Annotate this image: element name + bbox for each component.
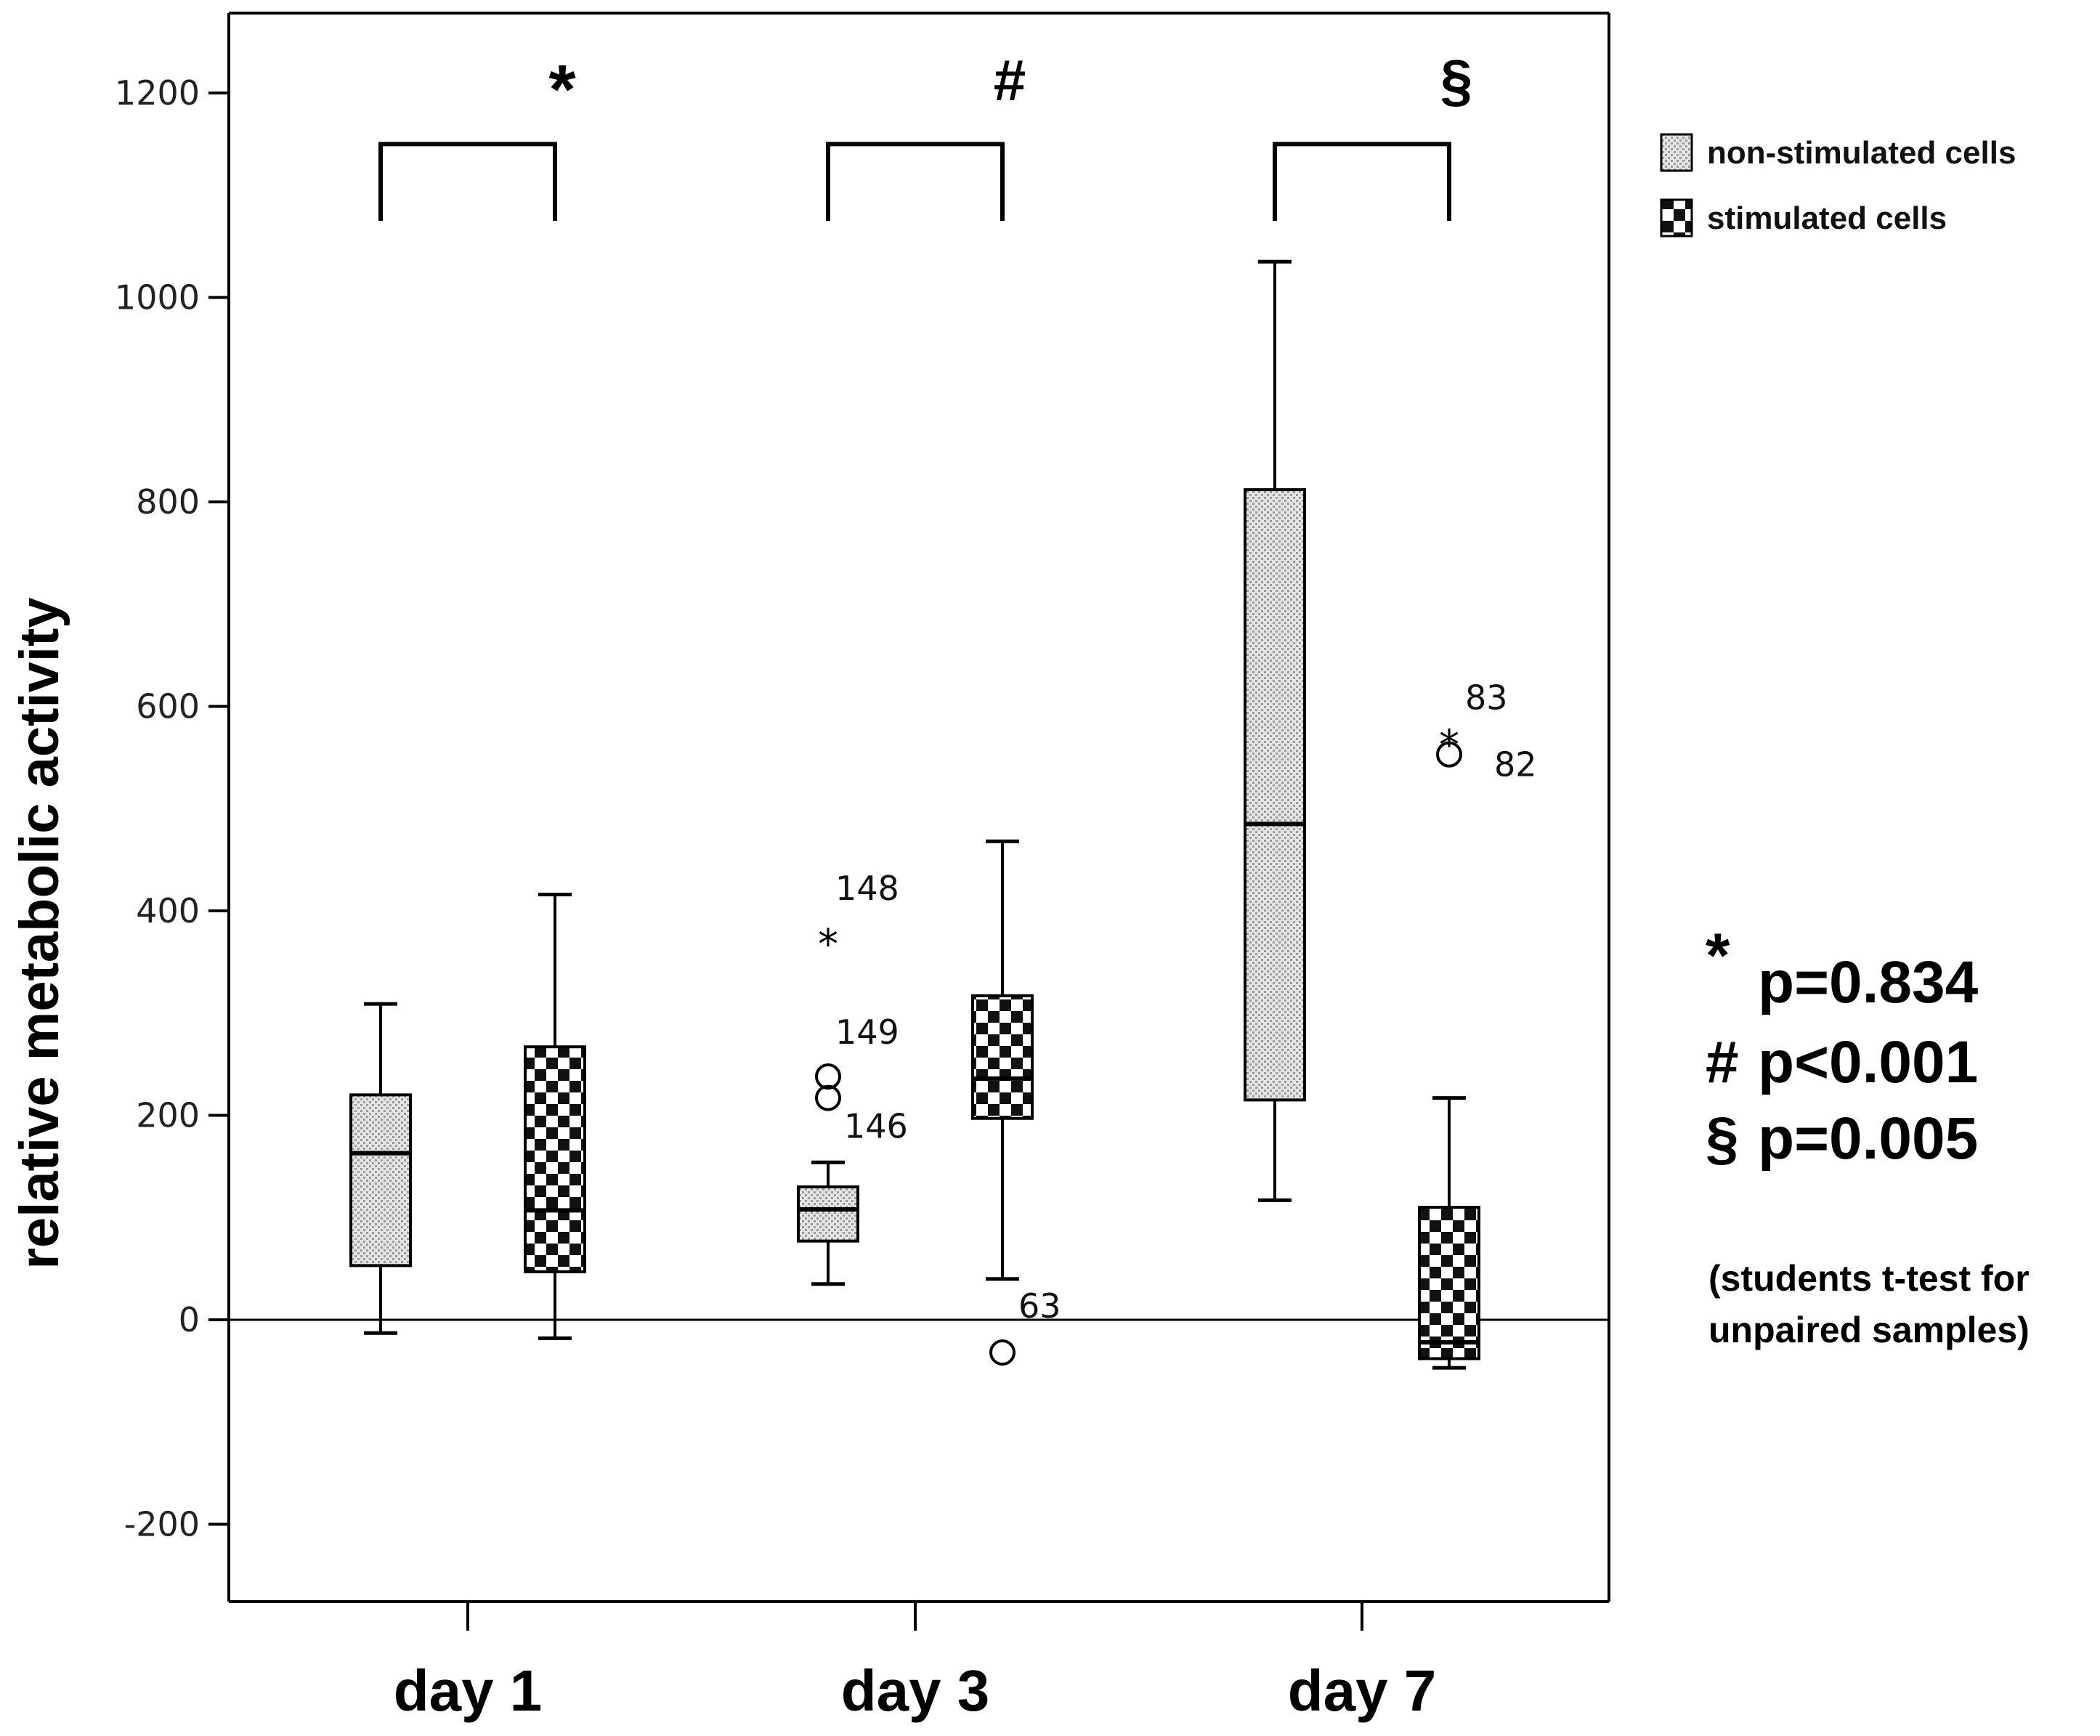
stat-value-3: p=0.005 <box>1758 1106 1978 1172</box>
outlier-id-label-148: 148 <box>835 869 899 908</box>
y-axis-ticks: -200 0 200 400 600 800 1000 1200 <box>115 73 229 1544</box>
stat-value-1: p=0.834 <box>1758 949 1979 1015</box>
significance-symbol-day-1: * <box>548 51 576 129</box>
stat-symbol-1: * <box>1706 921 1730 991</box>
x-axis-ticks: day 1 day 3 day 7 <box>394 1602 1437 1723</box>
y-tick-label: 600 <box>136 687 200 726</box>
outlier-circle-146 <box>815 1084 841 1111</box>
significance-symbol-day-7: § <box>1440 48 1473 113</box>
significance-brackets: * # § <box>378 48 1473 221</box>
legend-swatch-non-stimulated <box>1660 133 1693 172</box>
box-plot-series <box>349 259 1480 1370</box>
box-stimulated-day-3 <box>971 994 1034 1120</box>
y-tick-label: 200 <box>136 1096 200 1135</box>
outlier-circle-63 <box>989 1339 1015 1366</box>
outlier-id-label-82: 82 <box>1494 745 1537 784</box>
outlier-id-label-149: 149 <box>835 1013 899 1052</box>
legend: non-stimulated cells stimulated cells <box>1660 133 2016 238</box>
plot-frame <box>227 12 1610 1603</box>
x-tick-label: day 3 <box>841 1658 990 1723</box>
y-tick-label: 1200 <box>115 73 200 113</box>
outlier-id-label-83: 83 <box>1465 678 1508 718</box>
outlier-star-148: * <box>818 921 838 968</box>
bracket-day-3 <box>826 142 1005 221</box>
bracket-day-1 <box>378 142 557 221</box>
box-non-stimulated-day-1 <box>349 1093 412 1267</box>
stat-symbol-2: # <box>1706 1029 1739 1095</box>
box-non-stimulated-day-3 <box>797 1185 859 1243</box>
bracket-day-7 <box>1273 142 1451 221</box>
legend-label-stimulated: stimulated cells <box>1707 200 1947 236</box>
y-axis-title: relative metabolic activity <box>9 597 70 1269</box>
y-tick-label: -200 <box>124 1505 200 1544</box>
box-non-stimulated-day-7 <box>1244 488 1306 1102</box>
significance-symbol-day-3: # <box>994 48 1026 113</box>
outlier-id-label-146: 146 <box>844 1107 908 1146</box>
y-tick-label: 1000 <box>115 278 200 317</box>
legend-swatch-stimulated <box>1660 198 1693 238</box>
box-stimulated-day-1 <box>524 1045 586 1273</box>
legend-label-non-stimulated: non-stimulated cells <box>1707 135 2016 171</box>
outlier-circle-149 <box>815 1063 841 1090</box>
box-stimulated-day-7 <box>1418 1206 1480 1360</box>
test-note-line-2: unpaired samples) <box>1708 1310 2030 1350</box>
x-tick-label: day 1 <box>394 1658 543 1723</box>
y-tick-label: 0 <box>179 1300 200 1339</box>
test-note-line-1: (students t-test for <box>1708 1258 2030 1299</box>
statistics-panel: * p=0.834 # p<0.001 § p=0.005 (students … <box>1706 921 2030 1350</box>
outlier-id-label-63: 63 <box>1018 1286 1061 1326</box>
stat-value-2: p<0.001 <box>1758 1029 1978 1095</box>
outlier-circle-82 <box>1436 741 1462 768</box>
y-tick-label: 800 <box>136 482 200 522</box>
stat-symbol-3: § <box>1706 1106 1739 1172</box>
x-tick-label: day 7 <box>1288 1658 1437 1723</box>
y-tick-label: 400 <box>136 891 200 930</box>
